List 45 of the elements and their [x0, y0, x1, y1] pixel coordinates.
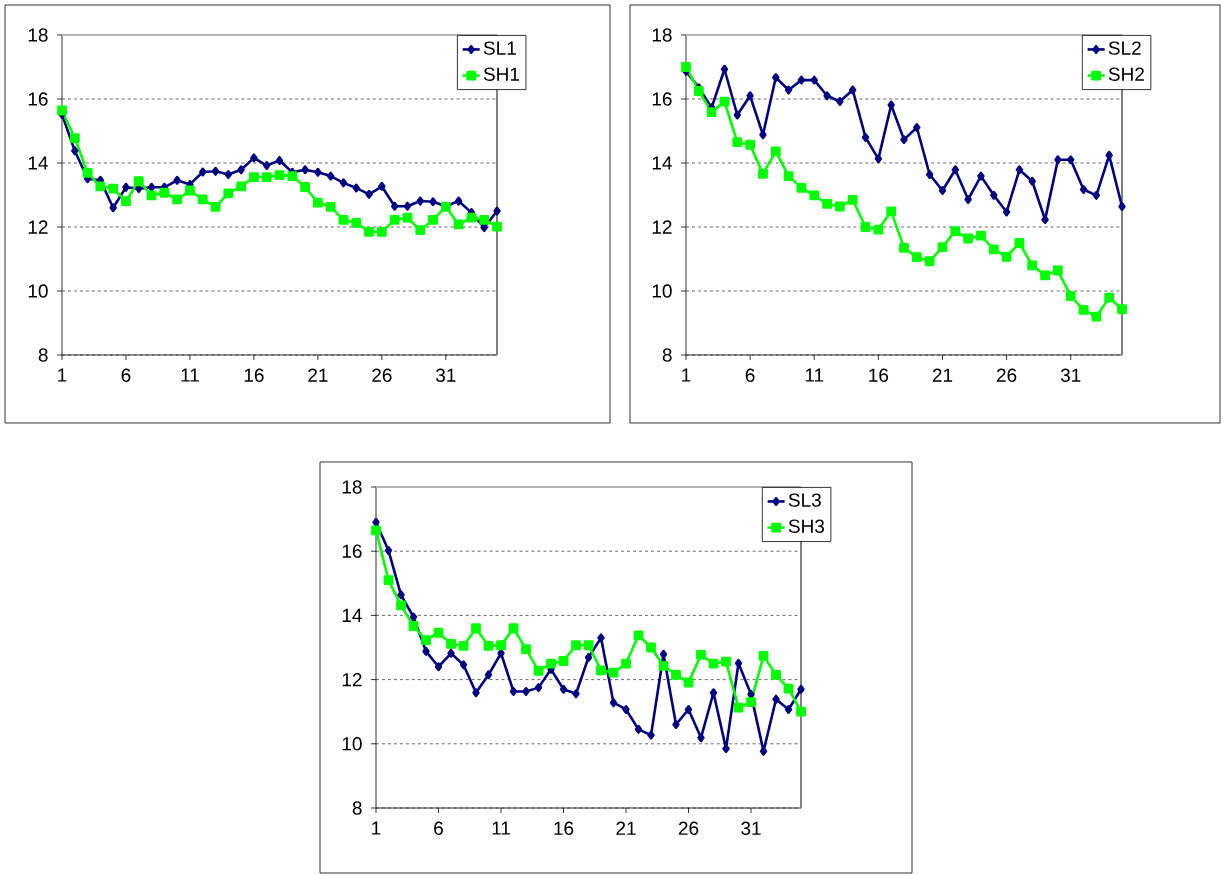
x-tick-label: 1 [682, 368, 691, 382]
y-tick-label: 14 [28, 156, 48, 170]
x-tick-label: 16 [869, 368, 889, 382]
y-tick-label: 8 [662, 348, 672, 362]
x-tick-label: 6 [121, 368, 131, 382]
x-tick-label: 16 [244, 368, 264, 382]
y-tick-label: 16 [28, 92, 48, 106]
y-tick-label: 14 [652, 156, 672, 170]
y-tick-label: 10 [652, 284, 672, 298]
legend-label: SH3 [788, 519, 825, 533]
y-tick-label: 8 [352, 801, 362, 815]
x-tick-label: 6 [434, 821, 443, 835]
legend-label: SH2 [1108, 67, 1144, 81]
x-tick-label: 6 [745, 368, 755, 382]
legend-label: SL1 [483, 41, 516, 55]
x-tick-label: 26 [678, 821, 699, 835]
y-tick-label: 18 [28, 28, 48, 42]
legend-label: SL2 [1108, 41, 1141, 55]
x-tick-label: 31 [741, 821, 761, 835]
x-tick-label: 21 [308, 368, 328, 382]
y-tick-label: 10 [28, 284, 48, 298]
y-tick-label: 12 [652, 220, 672, 234]
x-tick-label: 26 [996, 368, 1017, 382]
x-tick-label: 11 [492, 821, 510, 835]
y-tick-label: 16 [342, 544, 362, 558]
y-tick-label: 18 [342, 480, 362, 494]
y-tick-label: 14 [342, 608, 362, 622]
y-tick-label: 18 [652, 28, 672, 42]
x-tick-label: 21 [616, 821, 636, 835]
x-tick-label: 11 [181, 368, 199, 382]
y-tick-label: 12 [28, 220, 48, 234]
legend-label: SL3 [788, 493, 821, 507]
legend-label: SH1 [483, 67, 520, 81]
x-tick-label: 26 [372, 368, 392, 382]
x-tick-label: 1 [372, 821, 381, 835]
x-tick-label: 11 [805, 368, 824, 382]
y-tick-label: 12 [342, 672, 362, 687]
x-tick-label: 31 [435, 368, 456, 382]
y-tick-label: 10 [342, 737, 362, 751]
x-tick-label: 21 [932, 368, 953, 382]
x-tick-label: 16 [554, 821, 574, 835]
y-tick-label: 8 [38, 348, 48, 362]
x-tick-label: 1 [58, 368, 67, 382]
y-tick-label: 16 [652, 92, 672, 106]
x-tick-label: 31 [1060, 368, 1081, 382]
